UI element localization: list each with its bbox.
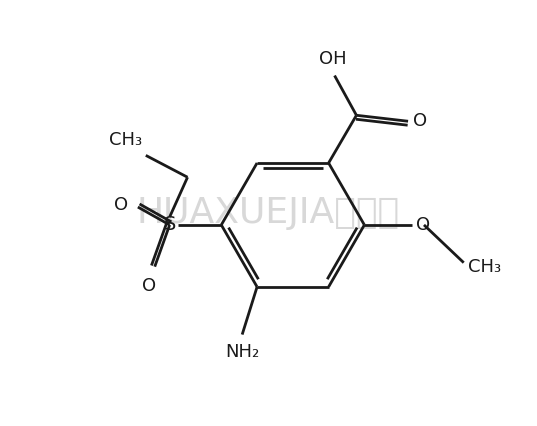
Text: O: O: [413, 112, 427, 130]
Text: CH₃: CH₃: [108, 131, 142, 150]
Text: O: O: [114, 196, 128, 214]
Text: OH: OH: [319, 49, 346, 68]
Text: NH₂: NH₂: [225, 343, 259, 360]
Text: HUAXUEJIA化学加: HUAXUEJIA化学加: [136, 196, 400, 230]
Text: CH₃: CH₃: [468, 258, 501, 276]
Text: S: S: [163, 216, 176, 234]
Text: O: O: [416, 216, 430, 234]
Text: O: O: [142, 276, 156, 295]
